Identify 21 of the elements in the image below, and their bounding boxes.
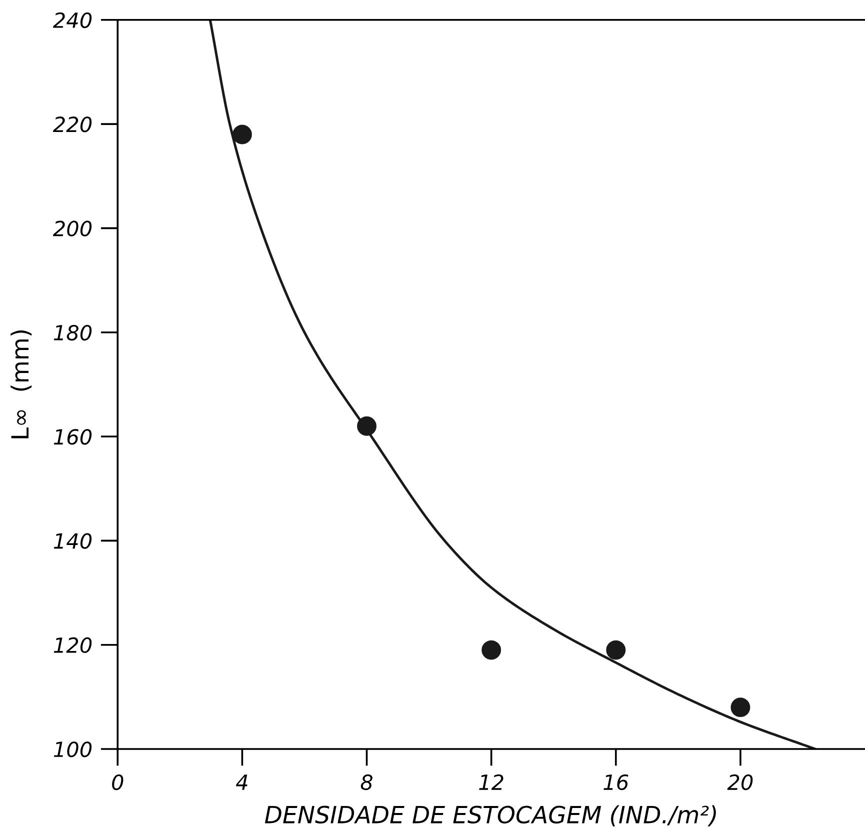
y-tick-label: 160 — [54, 428, 92, 445]
point — [357, 416, 376, 436]
point — [482, 640, 502, 660]
x-tick-label: 16 — [604, 774, 628, 790]
y-tick-label: 140 — [54, 533, 92, 549]
y-tick-label: 200 — [52, 220, 92, 236]
x-tick-label: 8 — [360, 774, 372, 790]
y-tick-label: 180 — [54, 324, 92, 341]
x-tick-label: 12 — [479, 774, 504, 790]
y-axis-title: L∞ (mm) — [10, 330, 32, 438]
point — [606, 640, 626, 660]
x-tick-label: 20 — [727, 774, 753, 790]
point — [232, 124, 252, 144]
x-axis-title: DENSIDADE DE ESTOCAGEM (IND./m²) — [264, 805, 716, 826]
y-tick-label: 100 — [54, 741, 92, 758]
point — [730, 698, 750, 718]
y-tick-label: 240 — [52, 12, 92, 28]
y-tick-label: 220 — [52, 116, 92, 132]
x-tick-label: 4 — [236, 774, 248, 790]
x-tick-label: 0 — [112, 774, 124, 790]
y-tick-label: 120 — [54, 637, 92, 654]
